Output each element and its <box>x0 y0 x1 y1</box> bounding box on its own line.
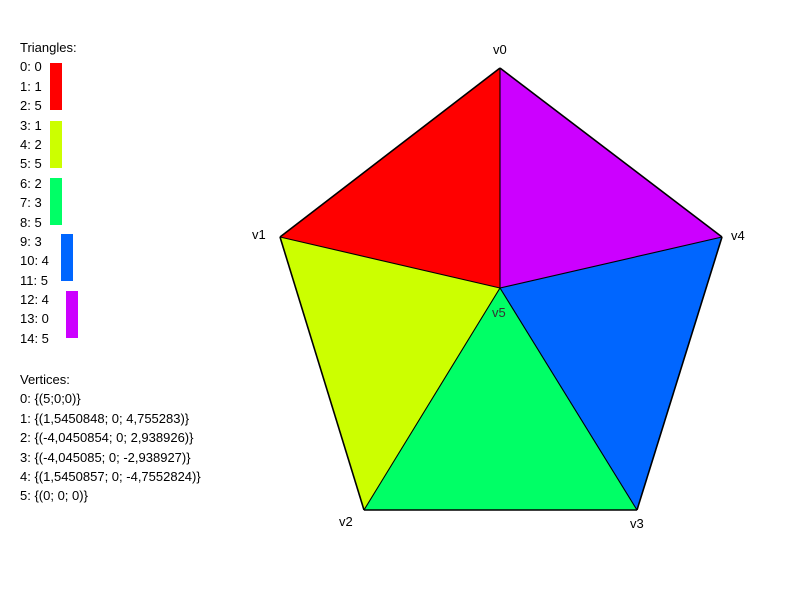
triangle-index-row: 1: 1 <box>20 78 42 94</box>
outer-edge <box>499 67 723 238</box>
triangle-index-row: 9: 3 <box>20 233 42 249</box>
outer-edge <box>636 236 723 511</box>
triangle-color-swatch <box>61 233 73 281</box>
triangle-index-row: 6: 2 <box>20 175 42 191</box>
vertex-label-v5: v5 <box>492 305 506 320</box>
mesh-faces <box>280 68 722 510</box>
vertex-coordinate-row: 0: {(5;0;0)} <box>20 391 81 407</box>
triangle-color-swatch <box>50 120 62 168</box>
vertex-label-v0: v0 <box>493 42 507 57</box>
triangle-color-swatch <box>50 177 62 225</box>
outer-edge <box>279 67 501 238</box>
face-v4-v0-v5 <box>500 68 722 288</box>
triangle-index-row: 0: 0 <box>20 59 42 75</box>
triangle-index-row: 3: 1 <box>20 117 42 133</box>
face-v3-v4-v5 <box>500 237 722 510</box>
triangle-index-row: 4: 2 <box>20 136 42 152</box>
vertex-label-v4: v4 <box>731 228 745 243</box>
vertex-coordinate-row: 3: {(-4,045085; 0; -2,938927)} <box>20 449 191 465</box>
triangle-index-row: 8: 5 <box>20 214 42 230</box>
inner-edge <box>499 287 638 511</box>
mesh-edges <box>279 67 723 511</box>
vertices-panel: Vertices: 0: {(5;0;0)} 1: {(1,5450848; 0;… <box>20 370 201 506</box>
triangle-color-swatch <box>50 63 62 111</box>
triangle-color-swatch <box>66 291 78 339</box>
inner-edge <box>499 236 723 289</box>
triangle-group: 12: 4 13: 0 14: 5 <box>20 290 78 348</box>
triangle-index-row: 12: 4 <box>20 292 49 308</box>
triangle-index-row: 10: 4 <box>20 253 49 269</box>
face-v0-v1-v5 <box>280 68 500 288</box>
triangle-group: 0: 0 1: 1 2: 5 <box>20 57 77 115</box>
inner-edge <box>279 236 501 289</box>
triangle-index-row: 2: 5 <box>20 98 42 114</box>
vertex-coordinate-row: 1: {(1,5450848; 0; 4,755283)} <box>20 410 190 426</box>
vertex-label-v3: v3 <box>630 516 644 531</box>
triangle-index-row: 5: 5 <box>20 156 42 172</box>
triangles-panel: Triangles: 0: 0 1: 1 2: 5 3: 1 4: 2 5: 5 6: 2 7… <box>20 38 78 348</box>
triangles-heading: Triangles: <box>20 40 77 55</box>
vertex-coordinate-row: 4: {(1,5450857; 0; -4,7552824)} <box>20 468 201 484</box>
triangle-index-row: 13: 0 <box>20 311 49 327</box>
vertex-coordinate-row: 2: {(-4,0450854; 0; 2,938926)} <box>20 430 194 446</box>
vertex-coordinate-row: 5: {(0; 0; 0)} <box>20 488 88 504</box>
face-v1-v2-v5 <box>280 237 500 510</box>
triangle-group: 6: 2 7: 3 8: 5 <box>20 174 77 232</box>
triangle-index-row: 7: 3 <box>20 195 42 211</box>
inner-edge <box>363 287 501 511</box>
triangle-group: 9: 3 10: 4 11: 5 <box>20 232 77 290</box>
vertex-list: 0: {(5;0;0)} 1: {(1,5450848; 0; 4,755283)… <box>20 389 201 505</box>
triangle-group: 3: 1 4: 2 5: 5 <box>20 116 77 174</box>
vertex-label-v2: v2 <box>339 514 353 529</box>
outer-edge <box>279 236 365 511</box>
vertex-label-v1: v1 <box>252 227 266 242</box>
vertices-heading: Vertices: <box>20 372 70 387</box>
face-v2-v3-v5 <box>364 288 637 510</box>
triangle-index-row: 14: 5 <box>20 330 49 346</box>
triangle-index-row: 11: 5 <box>20 272 48 288</box>
triangle-list: 0: 0 1: 1 2: 5 3: 1 4: 2 5: 5 6: 2 7: 3 8: 5 9: 3… <box>20 57 78 348</box>
vertex-labels: v0 v1 v2 v3 v4 v5 <box>252 42 745 531</box>
